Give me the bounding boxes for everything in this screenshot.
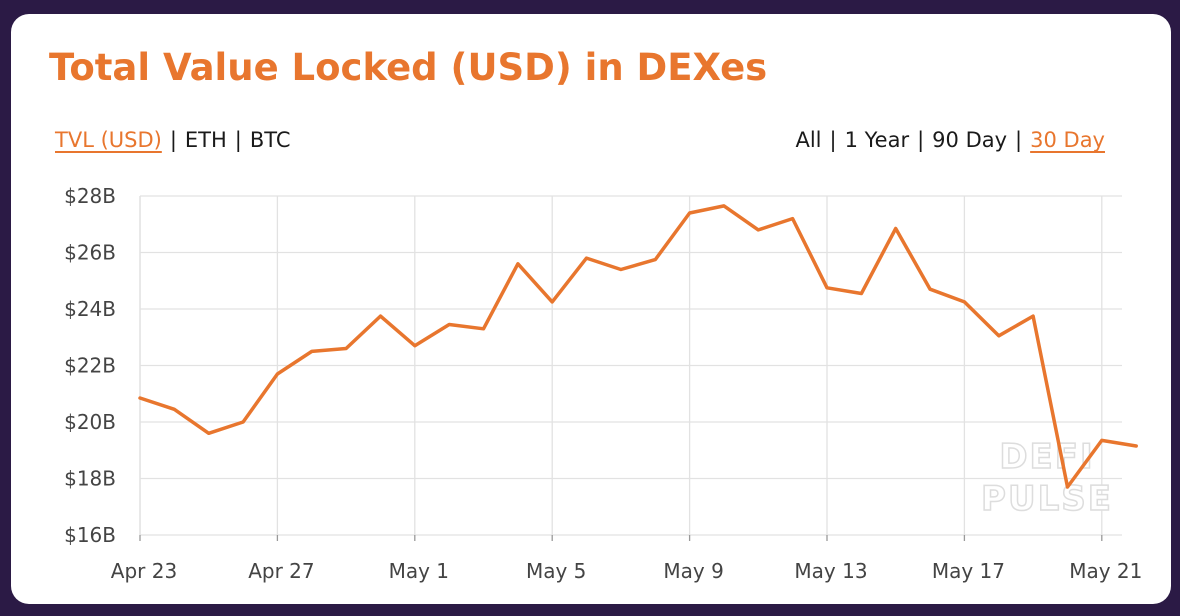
x-tick-label: May 21 xyxy=(1069,559,1142,583)
data-point xyxy=(344,347,348,351)
toggle-tvl-usd[interactable]: TVL (USD) xyxy=(55,128,162,152)
x-tick-label: May 1 xyxy=(389,559,449,583)
data-point xyxy=(310,349,314,353)
y-tick-label: $20B xyxy=(64,410,116,434)
toggle-eth[interactable]: ETH xyxy=(184,128,227,152)
data-point xyxy=(241,420,245,424)
page-title: Total Value Locked (USD) in DEXes xyxy=(49,46,768,89)
data-point xyxy=(447,323,451,327)
x-axis-ticks: Apr 23 Apr 27 May 1 May 5 May 9 May 13 May 17 M… xyxy=(111,535,1142,583)
separator: | xyxy=(917,128,925,152)
data-point xyxy=(756,228,760,232)
data-point xyxy=(378,314,382,318)
data-point xyxy=(1100,438,1104,442)
series-line-tvl xyxy=(138,204,1138,489)
separator: | xyxy=(169,128,177,152)
range-all[interactable]: All xyxy=(795,128,822,152)
data-point xyxy=(413,344,417,348)
data-point xyxy=(619,267,623,271)
y-tick-label: $26B xyxy=(64,241,116,265)
data-points xyxy=(138,204,1138,489)
watermark: DEFI PULSE xyxy=(980,436,1113,520)
data-point xyxy=(138,396,142,400)
data-point xyxy=(516,262,520,266)
data-point xyxy=(550,300,554,304)
range-90-day[interactable]: 90 Day xyxy=(932,128,1008,152)
data-point xyxy=(482,327,486,331)
data-point xyxy=(1031,314,1035,318)
data-point xyxy=(207,431,211,435)
data-point xyxy=(275,372,279,376)
data-point xyxy=(172,407,176,411)
data-point xyxy=(894,226,898,230)
watermark-line-2: PULSE xyxy=(981,479,1113,519)
data-point xyxy=(688,211,692,215)
metric-toggle: TVL (USD) | ETH | BTC xyxy=(55,128,291,152)
grid xyxy=(139,195,1122,536)
range-30-day[interactable]: 30 Day xyxy=(1030,128,1105,152)
x-tick-label: May 17 xyxy=(932,559,1005,583)
data-point xyxy=(722,204,726,208)
watermark-line-1: DEFI xyxy=(999,437,1094,477)
range-toggle: All | 1 Year | 90 Day | 30 Day xyxy=(795,128,1105,152)
data-point xyxy=(1134,444,1138,448)
data-point xyxy=(859,291,863,295)
data-point xyxy=(1065,485,1069,489)
y-tick-label: $24B xyxy=(64,297,116,321)
data-point xyxy=(825,286,829,290)
x-tick-label: May 9 xyxy=(663,559,723,583)
x-tick-label: May 13 xyxy=(794,559,867,583)
x-tick-label: Apr 27 xyxy=(248,559,314,583)
separator: | xyxy=(829,128,837,152)
y-tick-label: $16B xyxy=(64,523,116,547)
y-tick-label: $18B xyxy=(64,467,116,491)
x-tick-label: Apr 23 xyxy=(111,559,177,583)
range-1-year[interactable]: 1 Year xyxy=(844,128,910,152)
data-point xyxy=(791,217,795,221)
data-point xyxy=(585,256,589,260)
y-tick-label: $22B xyxy=(64,354,116,378)
y-tick-label: $28B xyxy=(64,184,116,208)
data-point xyxy=(653,258,657,262)
y-axis-ticks: $16B $18B $20B $22B $24B $26B $28B xyxy=(64,184,116,547)
toggle-btc[interactable]: BTC xyxy=(249,128,291,152)
data-point xyxy=(997,334,1001,338)
x-tick-label: May 5 xyxy=(526,559,586,583)
data-point xyxy=(962,300,966,304)
separator: | xyxy=(234,128,242,152)
separator: | xyxy=(1015,128,1023,152)
data-point xyxy=(928,287,932,291)
